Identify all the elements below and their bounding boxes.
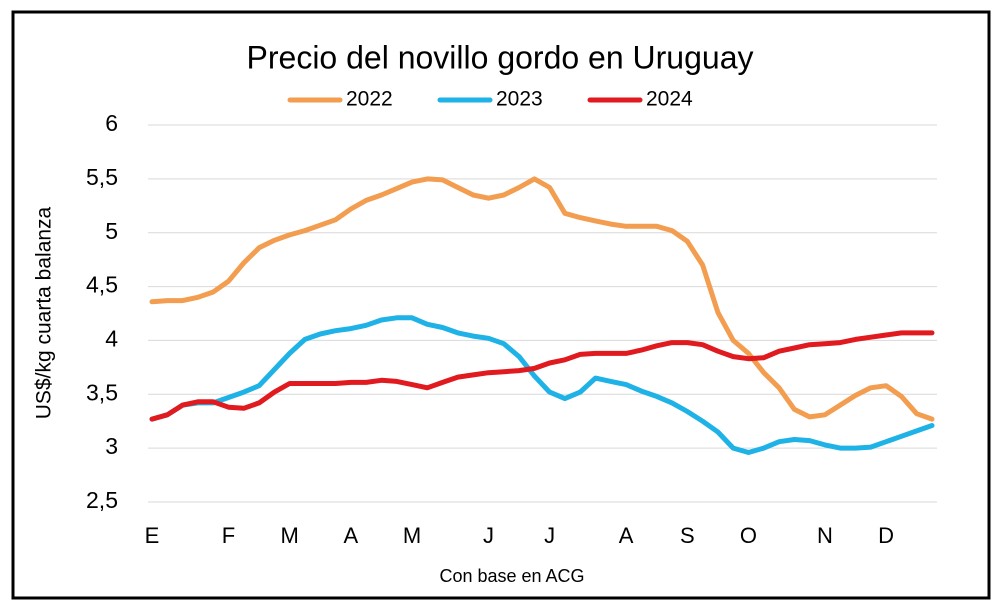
y-tick-label: 3,5: [86, 379, 118, 405]
x-tick-label: D: [878, 523, 894, 548]
x-tick-label: A: [343, 523, 358, 548]
chart-title: Precio del novillo gordo en Uruguay: [247, 39, 754, 75]
y-tick-label: 4,5: [86, 272, 118, 298]
x-tick-label: M: [403, 523, 421, 548]
frame: [11, 10, 991, 600]
series-line: [149, 176, 935, 422]
x-tick-label: J: [483, 523, 494, 548]
legend-label: 2024: [646, 88, 693, 111]
x-tick-label: J: [544, 523, 555, 548]
y-tick-label: 5: [105, 218, 118, 244]
y-tick-label: 3: [105, 433, 118, 459]
x-tick-label: N: [817, 523, 833, 548]
x-tick-label: O: [740, 523, 757, 548]
series-line: [149, 330, 935, 422]
legend-label: 2022: [346, 88, 393, 111]
y-tick-label: 2,5: [86, 487, 118, 513]
x-axis-label: Con base en ACG: [439, 566, 584, 586]
x-tick-label: F: [222, 523, 235, 548]
legend-label: 2023: [496, 88, 543, 111]
y-tick-label: 4: [105, 326, 118, 352]
y-tick-label: 5,5: [86, 164, 118, 190]
y-axis-label: US$/kg cuarta balanza: [33, 206, 56, 419]
series-line: [149, 315, 935, 455]
x-tick-label: E: [145, 523, 160, 548]
x-tick-label: S: [680, 523, 695, 548]
x-tick-label: M: [280, 523, 298, 548]
x-tick-label: A: [619, 523, 634, 548]
y-tick-label: 6: [105, 110, 118, 136]
